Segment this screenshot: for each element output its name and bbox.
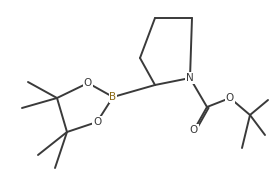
Text: O: O	[190, 125, 198, 135]
Text: O: O	[226, 93, 234, 103]
Text: O: O	[84, 78, 92, 88]
Text: O: O	[93, 117, 101, 127]
Text: B: B	[110, 92, 116, 102]
Text: N: N	[186, 73, 194, 83]
